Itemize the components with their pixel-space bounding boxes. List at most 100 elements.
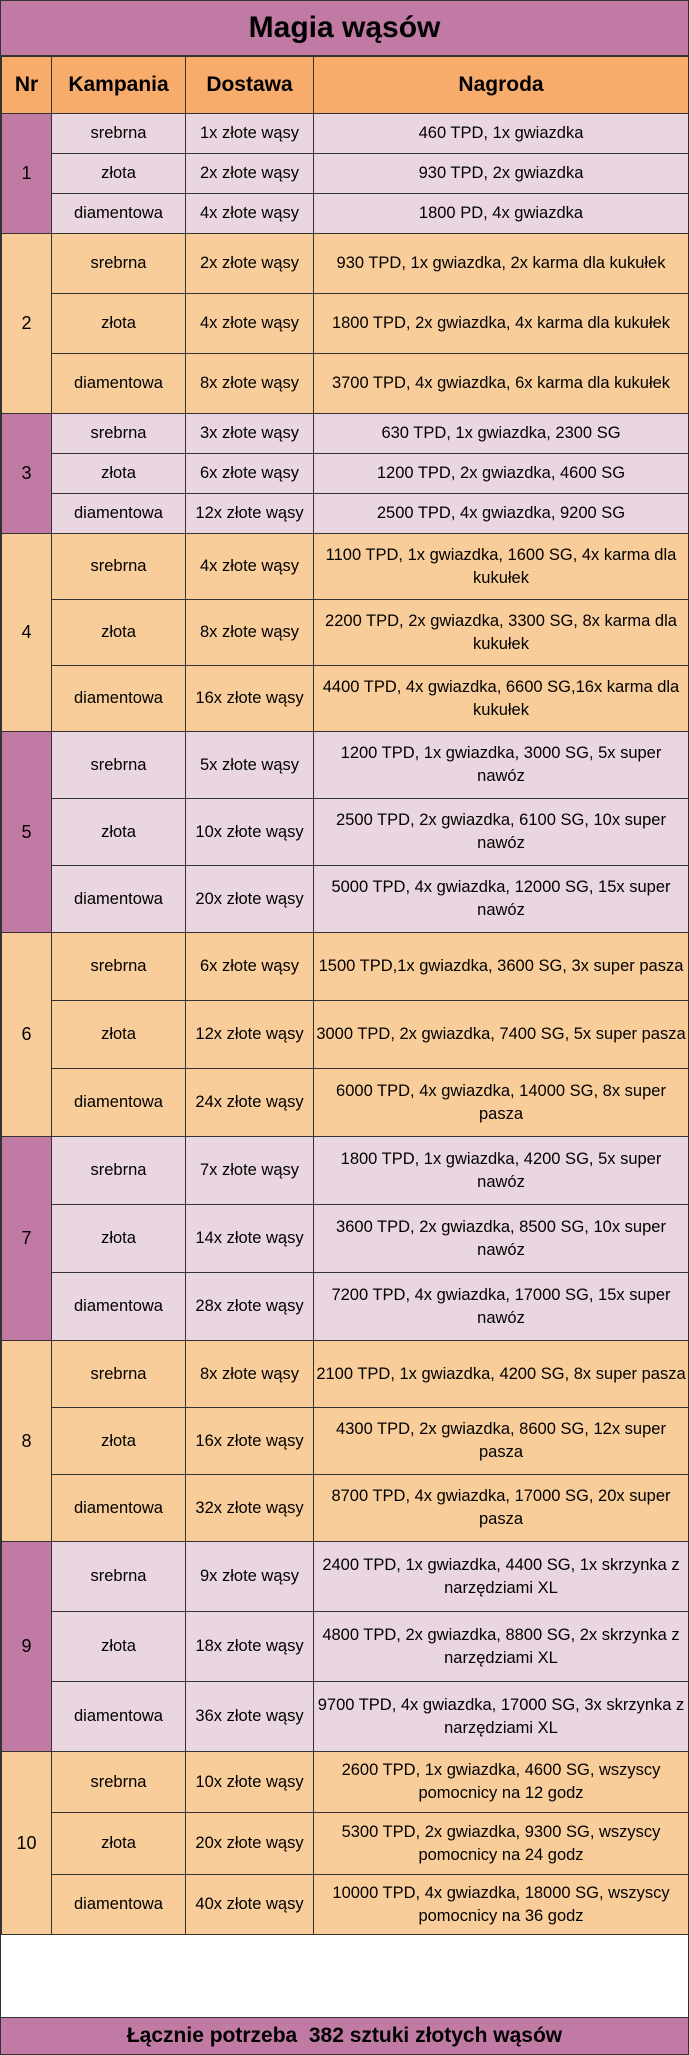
cell-nr: 2	[1, 233, 52, 414]
table-row: 3 srebrna 3x złote wąsy 630 TPD, 1x gwiazdk…	[1, 413, 689, 534]
cell-nagroda: 3700 TPD, 4x gwiazdka, 6x karma dla kuku…	[313, 353, 689, 414]
cell-kampania: srebrna	[51, 1751, 186, 1813]
cell-nagroda: 3600 TPD, 2x gwiazdka, 8500 SG, 10x supe…	[313, 1204, 689, 1273]
cell-kampania: srebrna	[51, 113, 186, 154]
cell-dostawa: 9x złote wąsy	[185, 1541, 314, 1612]
table-row: diamentowa 24x złote wąsy 6000 TPD, 4x gwi…	[2, 1068, 689, 1137]
table-header-row: Nr Kampania Dostawa Nagroda	[1, 56, 689, 114]
cell-kampania: srebrna	[51, 1340, 186, 1408]
cell-kampania: złota	[51, 1204, 186, 1273]
table-row: diamentowa 4x złote wąsy 1800 PD, 4x gwiaz…	[2, 193, 689, 234]
table-row: diamentowa 28x złote wąsy 7200 TPD, 4x gwi…	[2, 1272, 689, 1341]
header-nagroda: Nagroda	[313, 56, 689, 114]
cell-nagroda: 2200 TPD, 2x gwiazdka, 3300 SG, 8x karma…	[313, 599, 689, 666]
rewards-table: Nr Kampania Dostawa Nagroda 1 srebrna 1x z…	[1, 56, 689, 1935]
cell-nagroda: 4400 TPD, 4x gwiazdka, 6600 SG,16x karma…	[313, 665, 689, 732]
cell-kampania: diamentowa	[51, 1681, 186, 1752]
cell-kampania: złota	[51, 798, 186, 866]
cell-nagroda: 3000 TPD, 2x gwiazdka, 7400 SG, 5x super…	[313, 1000, 689, 1069]
cell-dostawa: 8x złote wąsy	[185, 353, 314, 414]
cell-dostawa: 4x złote wąsy	[185, 293, 314, 354]
cell-dostawa: 14x złote wąsy	[185, 1204, 314, 1273]
cell-nr: 10	[1, 1751, 52, 1935]
cell-nagroda: 1500 TPD,1x gwiazdka, 3600 SG, 3x super …	[313, 932, 689, 1001]
table-row: 5 srebrna 5x złote wąsy 1200 TPD, 1x gwiazd…	[1, 731, 689, 933]
table-row: diamentowa 20x złote wąsy 5000 TPD, 4x gwi…	[2, 865, 689, 933]
cell-nagroda: 4800 TPD, 2x gwiazdka, 8800 SG, 2x skrzy…	[313, 1611, 689, 1682]
cell-nagroda: 5000 TPD, 4x gwiazdka, 12000 SG, 15x sup…	[313, 865, 689, 933]
cell-kampania: diamentowa	[51, 665, 186, 732]
table-row: złota 14x złote wąsy 3600 TPD, 2x gwiazdka…	[2, 1204, 689, 1273]
cell-dostawa: 16x złote wąsy	[185, 665, 314, 732]
cell-nagroda: 1800 TPD, 2x gwiazdka, 4x karma dla kuku…	[313, 293, 689, 354]
header-dostawa: Dostawa	[185, 56, 314, 114]
table-row: złota 20x złote wąsy 5300 TPD, 2x gwiazdka…	[2, 1812, 689, 1875]
cell-dostawa: 20x złote wąsy	[185, 865, 314, 933]
cell-dostawa: 1x złote wąsy	[185, 113, 314, 154]
cell-kampania: diamentowa	[51, 1474, 186, 1542]
cell-kampania: złota	[51, 293, 186, 354]
cell-dostawa: 16x złote wąsy	[185, 1407, 314, 1475]
cell-nagroda: 460 TPD, 1x gwiazdka	[313, 113, 689, 154]
cell-kampania: srebrna	[51, 233, 186, 294]
table-row: diamentowa 12x złote wąsy 2500 TPD, 4x gwi…	[2, 493, 689, 534]
table-row: diamentowa 36x złote wąsy 9700 TPD, 4x gwi…	[2, 1681, 689, 1752]
cell-kampania: diamentowa	[51, 1068, 186, 1137]
cell-nr: 5	[1, 731, 52, 933]
table-body: 1 srebrna 1x złote wąsy 460 TPD, 1x gwiazdk…	[1, 113, 689, 1935]
cell-dostawa: 40x złote wąsy	[185, 1874, 314, 1935]
cell-dostawa: 12x złote wąsy	[185, 493, 314, 534]
table-row: złota 4x złote wąsy 1800 TPD, 2x gwiazdka,…	[2, 293, 689, 354]
cell-nagroda: 930 TPD, 2x gwiazdka	[313, 153, 689, 194]
cell-dostawa: 8x złote wąsy	[185, 1340, 314, 1408]
cell-nagroda: 5300 TPD, 2x gwiazdka, 9300 SG, wszyscy …	[313, 1812, 689, 1875]
cell-dostawa: 32x złote wąsy	[185, 1474, 314, 1542]
cell-dostawa: 6x złote wąsy	[185, 453, 314, 494]
table-row: złota 12x złote wąsy 3000 TPD, 2x gwiazdka…	[2, 1000, 689, 1069]
table-row: diamentowa 32x złote wąsy 8700 TPD, 4x gwi…	[2, 1474, 689, 1542]
cell-dostawa: 3x złote wąsy	[185, 413, 314, 454]
cell-kampania: diamentowa	[51, 865, 186, 933]
cell-kampania: srebrna	[51, 1136, 186, 1205]
cell-dostawa: 7x złote wąsy	[185, 1136, 314, 1205]
cell-nr: 1	[1, 113, 52, 234]
cell-kampania: diamentowa	[51, 193, 186, 234]
cell-dostawa: 12x złote wąsy	[185, 1000, 314, 1069]
cell-nagroda: 10000 TPD, 4x gwiazdka, 18000 SG, wszysc…	[313, 1874, 689, 1935]
cell-kampania: złota	[51, 1000, 186, 1069]
table-row: 2 srebrna 2x złote wąsy 930 TPD, 1x gwiazdk…	[1, 233, 689, 414]
cell-dostawa: 2x złote wąsy	[185, 153, 314, 194]
table-row: 6 srebrna 6x złote wąsy 1500 TPD,1x gwiazdk…	[1, 932, 689, 1137]
cell-nagroda: 630 TPD, 1x gwiazdka, 2300 SG	[313, 413, 689, 454]
cell-kampania: złota	[51, 1611, 186, 1682]
cell-nr: 7	[1, 1136, 52, 1341]
table-row: 10 srebrna 10x złote wąsy 2600 TPD, 1x gwia…	[1, 1751, 689, 1935]
cell-dostawa: 24x złote wąsy	[185, 1068, 314, 1137]
cell-dostawa: 2x złote wąsy	[185, 233, 314, 294]
table-row: złota 6x złote wąsy 1200 TPD, 2x gwiazdka,…	[2, 453, 689, 494]
cell-nagroda: 2400 TPD, 1x gwiazdka, 4400 SG, 1x skrzy…	[313, 1541, 689, 1612]
table-row: diamentowa 16x złote wąsy 4400 TPD, 4x gwi…	[2, 665, 689, 732]
cell-kampania: złota	[51, 1812, 186, 1875]
cell-kampania: złota	[51, 1407, 186, 1475]
cell-nagroda: 6000 TPD, 4x gwiazdka, 14000 SG, 8x supe…	[313, 1068, 689, 1137]
cell-nagroda: 1800 TPD, 1x gwiazdka, 4200 SG, 5x super…	[313, 1136, 689, 1205]
cell-dostawa: 4x złote wąsy	[185, 193, 314, 234]
cell-dostawa: 5x złote wąsy	[185, 731, 314, 799]
cell-kampania: srebrna	[51, 1541, 186, 1612]
table-row: 4 srebrna 4x złote wąsy 1100 TPD, 1x gwiazd…	[1, 533, 689, 732]
cell-nr: 9	[1, 1541, 52, 1752]
cell-kampania: srebrna	[51, 413, 186, 454]
total-footer: Łącznie potrzeba 382 sztuki złotych wąsó…	[1, 2017, 688, 2054]
header-nr: Nr	[1, 56, 52, 114]
cell-dostawa: 28x złote wąsy	[185, 1272, 314, 1341]
page-title: Magia wąsów	[1, 1, 688, 56]
cell-nagroda: 7200 TPD, 4x gwiazdka, 17000 SG, 15x sup…	[313, 1272, 689, 1341]
cell-dostawa: 8x złote wąsy	[185, 599, 314, 666]
cell-dostawa: 4x złote wąsy	[185, 533, 314, 600]
cell-dostawa: 10x złote wąsy	[185, 1751, 314, 1813]
cell-kampania: srebrna	[51, 932, 186, 1001]
cell-nagroda: 2600 TPD, 1x gwiazdka, 4600 SG, wszyscy …	[313, 1751, 689, 1813]
cell-nagroda: 2500 TPD, 4x gwiazdka, 9200 SG	[313, 493, 689, 534]
